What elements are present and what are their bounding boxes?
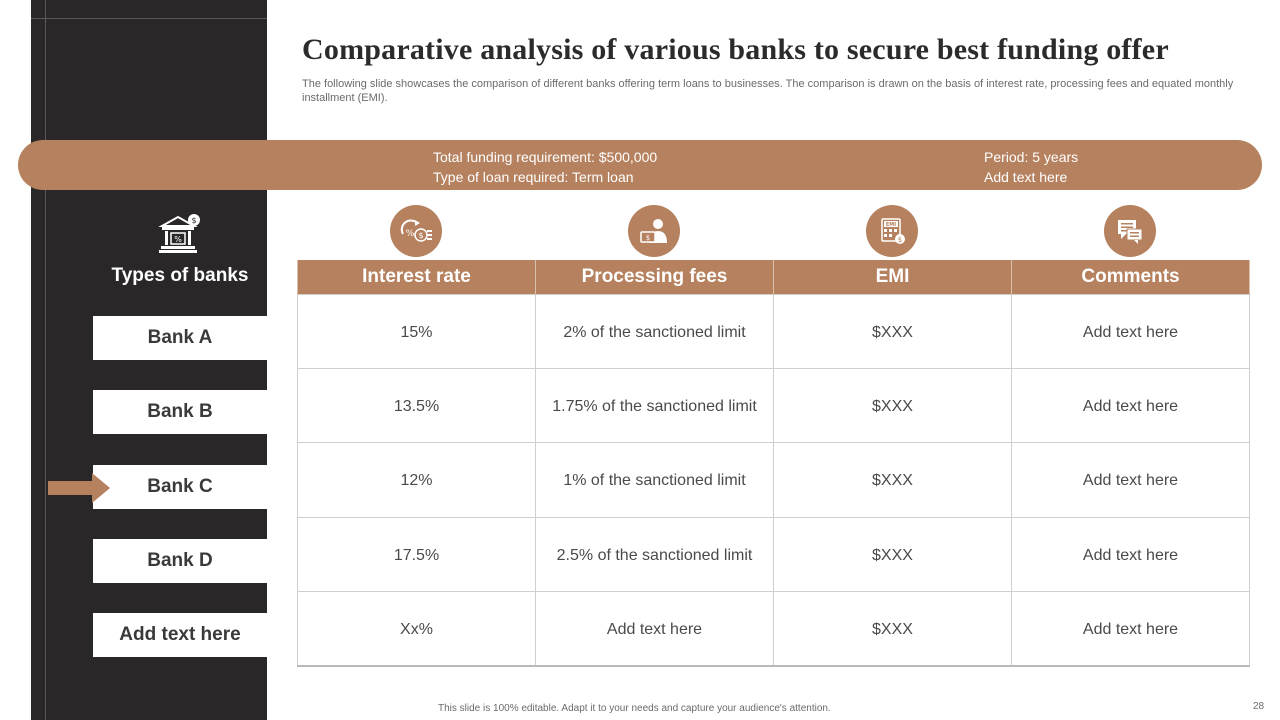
cell-interest-rate: 13.5% (297, 367, 536, 444)
cell-processing-fees: 2% of the sanctioned limit (535, 293, 774, 369)
funding-summary-banner: Total funding requirement: $500,000 Type… (18, 140, 1262, 190)
table-header-row: Interest rate Processing fees EMI Commen… (297, 260, 1250, 294)
cell-emi: $XXX (773, 516, 1012, 593)
bank-comparison-table: Interest rate Processing fees EMI Commen… (297, 260, 1250, 667)
loan-type-text: Type of loan required: Term loan (433, 169, 634, 185)
funding-requirement-text: Total funding requirement: $500,000 (433, 149, 658, 165)
cell-emi: $XXX (773, 367, 1012, 444)
cell-processing-fees: 2.5% of the sanctioned limit (535, 516, 774, 593)
cell-emi: $XXX (773, 591, 1012, 667)
header-emi: EMI (773, 260, 1012, 294)
table-row: Xx% Add text here $XXX Add text here (297, 591, 1250, 667)
header-processing-fees: Processing fees (535, 260, 774, 294)
sidebar-divider-horizontal (31, 18, 267, 19)
bank-d-item[interactable]: Bank D (93, 539, 267, 583)
table-row: 12% 1% of the sanctioned limit $XXX Add … (297, 442, 1250, 518)
comments-icon (1104, 205, 1156, 257)
processing-fees-icon: $ (628, 205, 680, 257)
cell-processing-fees: 1.75% of the sanctioned limit (535, 367, 774, 444)
svg-text:$: $ (898, 236, 902, 244)
selected-bank-arrow-icon (48, 473, 110, 503)
types-of-banks-heading: Types of banks (111, 265, 249, 286)
cell-comments: Add text here (1011, 516, 1250, 593)
sidebar-divider-vertical (45, 0, 46, 720)
interest-rate-icon: % $ (390, 205, 442, 257)
cell-interest-rate: Xx% (297, 591, 536, 667)
emi-calculator-icon: EMI $ (866, 205, 918, 257)
bank-add-text-item[interactable]: Add text here (93, 613, 267, 657)
svg-text:%: % (174, 235, 182, 244)
banner-left-group: Total funding requirement: $500,000 Type… (433, 147, 657, 187)
svg-text:$: $ (418, 231, 423, 240)
page-title: Comparative analysis of various banks to… (302, 33, 1169, 66)
cell-interest-rate: 15% (297, 293, 536, 369)
cell-emi: $XXX (773, 293, 1012, 369)
page-number: 28 (1253, 701, 1265, 712)
footer-note: This slide is 100% editable. Adapt it to… (438, 703, 831, 714)
cell-comments: Add text here (1011, 591, 1250, 667)
svg-text:EMI: EMI (886, 222, 896, 228)
sidebar-panel (31, 0, 267, 720)
svg-text:$: $ (646, 234, 650, 242)
cell-processing-fees: 1% of the sanctioned limit (535, 442, 774, 518)
table-row: 17.5% 2.5% of the sanctioned limit $XXX … (297, 516, 1250, 593)
cell-emi: $XXX (773, 442, 1012, 518)
svg-text:%: % (406, 229, 415, 239)
header-interest-rate: Interest rate (297, 260, 536, 294)
banner-extra-text: Add text here (984, 169, 1068, 185)
table-row: 15% 2% of the sanctioned limit $XXX Add … (297, 293, 1250, 369)
svg-text:$: $ (191, 216, 196, 225)
cell-interest-rate: 12% (297, 442, 536, 518)
bank-a-item[interactable]: Bank A (93, 316, 267, 360)
bank-b-item[interactable]: Bank B (93, 390, 267, 434)
banner-right-group: Period: 5 years Add text here (984, 147, 1078, 187)
period-text: Period: 5 years (984, 149, 1079, 165)
page-subtitle: The following slide showcases the compar… (302, 78, 1234, 104)
cell-interest-rate: 17.5% (297, 516, 536, 593)
cell-comments: Add text here (1011, 293, 1250, 369)
bank-building-icon: % $ (158, 214, 200, 253)
cell-processing-fees: Add text here (535, 591, 774, 667)
cell-comments: Add text here (1011, 442, 1250, 518)
header-comments: Comments (1011, 260, 1250, 294)
cell-comments: Add text here (1011, 367, 1250, 444)
table-row: 13.5% 1.75% of the sanctioned limit $XXX… (297, 367, 1250, 444)
bank-c-item[interactable]: Bank C (93, 465, 267, 509)
